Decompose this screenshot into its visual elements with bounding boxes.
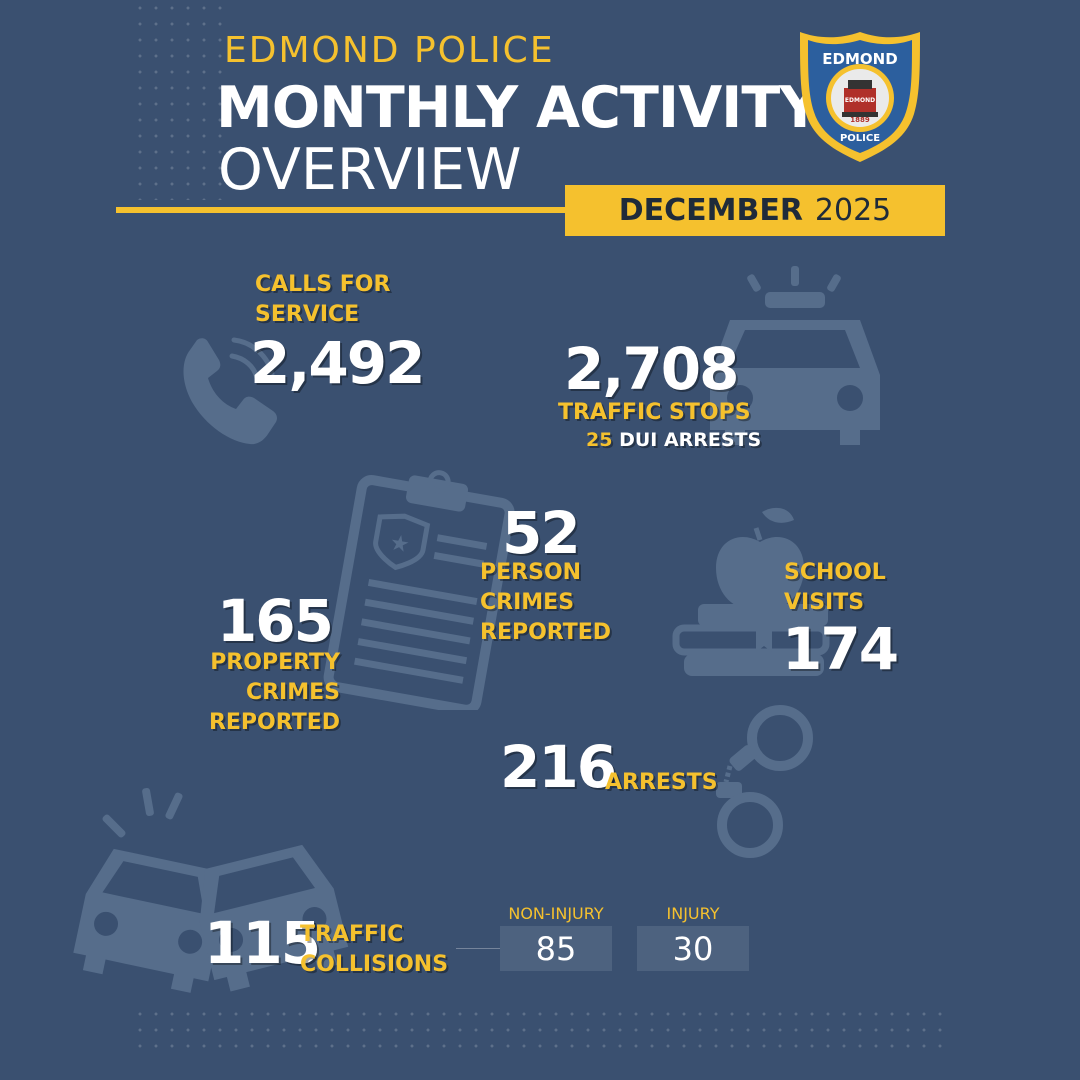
school-visits-value: 174 — [782, 615, 899, 683]
svg-text:★: ★ — [388, 530, 412, 558]
traffic-stops-value: 2,708 — [564, 335, 739, 403]
collisions-connector-line — [456, 948, 500, 949]
injury-label: INJURY — [666, 904, 720, 923]
badge-center-text: EDMOND — [845, 97, 875, 104]
dui-count: 25 — [586, 429, 613, 451]
calls-label-line1: CALLS FOR — [255, 272, 391, 297]
dot-pattern-top-left — [132, 0, 228, 200]
person-crimes-value: 52 — [502, 499, 581, 567]
clipboard-icon: ★ — [320, 470, 520, 710]
non-injury-value: 85 — [535, 929, 577, 968]
property-crimes-label-line1: PROPERTY — [210, 650, 340, 675]
collisions-label-line2: COLLISIONS — [300, 952, 449, 977]
phone-icon — [172, 330, 292, 450]
dui-line: 25 DUI ARRESTS — [586, 426, 761, 454]
school-visits-label-line2: VISITS — [784, 590, 865, 615]
collisions-label-line1: TRAFFIC — [300, 922, 404, 947]
badge-top-text: EDMOND — [822, 50, 897, 68]
apple-books-icon — [670, 500, 850, 680]
date-box: DECEMBER 2025 — [565, 185, 945, 236]
calls-value: 2,492 — [250, 329, 425, 397]
collisions-value: 115 — [204, 909, 321, 977]
property-crimes-label-line3: REPORTED — [208, 710, 340, 735]
date-year: 2025 — [814, 193, 892, 228]
non-injury-label: NON-INJURY — [508, 904, 604, 923]
badge-bottom-text: POLICE — [840, 133, 880, 144]
person-crimes-label-line1: PERSON — [480, 560, 582, 585]
handcuffs-icon — [700, 700, 830, 870]
traffic-stops-label: TRAFFIC STOPS — [558, 400, 751, 425]
header-underline — [116, 207, 576, 213]
date-month: DECEMBER — [618, 193, 803, 228]
car-crash-icon — [70, 780, 370, 1000]
department-name: EDMOND POLICE — [224, 30, 555, 71]
property-crimes-value: 165 — [216, 587, 334, 655]
police-badge: EDMOND POLICE EDMOND 1889 — [796, 28, 924, 168]
person-crimes-label-line2: CRIMES — [480, 590, 575, 615]
police-car-icon — [690, 260, 890, 460]
page-subtitle: OVERVIEW — [218, 137, 522, 203]
arrests-label: ARRESTS — [605, 770, 718, 795]
non-injury-box: 85 — [500, 926, 612, 971]
school-visits-label-line1: SCHOOL — [784, 560, 886, 585]
injury-box: 30 — [637, 926, 749, 971]
person-crimes-label-line3: REPORTED — [480, 620, 612, 645]
badge-year: 1889 — [850, 116, 870, 124]
injury-value: 30 — [672, 929, 714, 968]
calls-label-line2: SERVICE — [255, 302, 360, 327]
property-crimes-label-line2: CRIMES — [245, 680, 340, 705]
dui-label: DUI ARRESTS — [619, 429, 762, 451]
dot-pattern-bottom — [132, 1006, 948, 1056]
arrests-value: 216 — [500, 733, 617, 801]
page-title: MONTHLY ACTIVITY — [216, 75, 821, 141]
